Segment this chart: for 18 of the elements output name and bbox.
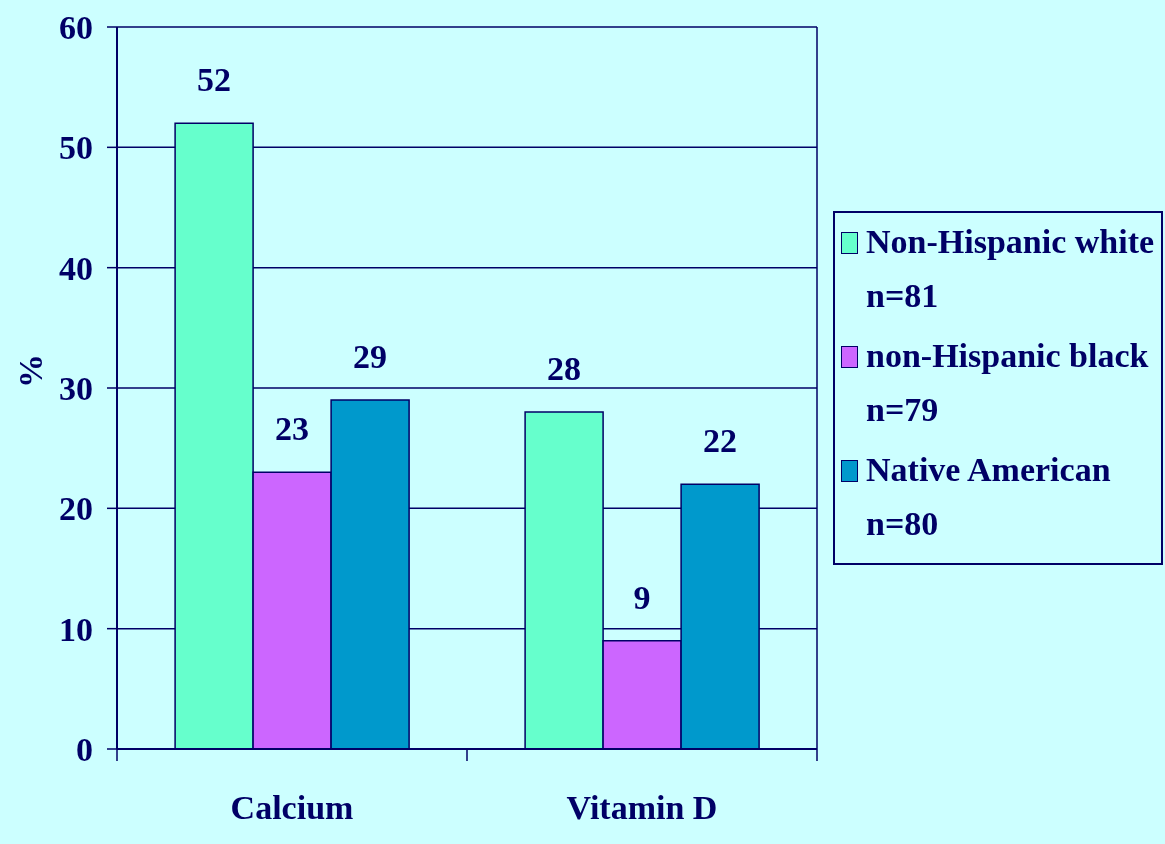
data-label: 9 <box>633 578 651 616</box>
y-tick-label: 10 <box>59 610 93 648</box>
data-label: 52 <box>197 61 232 99</box>
y-tick-label: 60 <box>59 9 93 47</box>
legend-label: Native American n=80 <box>866 450 1112 544</box>
data-label: 22 <box>703 422 738 460</box>
x-tick-label: Vitamin D <box>566 788 718 826</box>
data-label: 28 <box>547 350 582 388</box>
data-label: 29 <box>353 338 388 376</box>
y-axis-title: % <box>12 354 50 388</box>
data-label: 23 <box>275 410 310 448</box>
y-tick-label: 40 <box>59 249 93 287</box>
y-tick-label: 50 <box>59 129 93 167</box>
x-tick-label: Calcium <box>230 788 354 826</box>
y-tick-label: 0 <box>76 731 93 769</box>
legend-label: non-Hispanic black n=79 <box>866 336 1150 430</box>
y-tick-label: 20 <box>59 490 93 528</box>
y-tick-label: 30 <box>59 370 93 408</box>
